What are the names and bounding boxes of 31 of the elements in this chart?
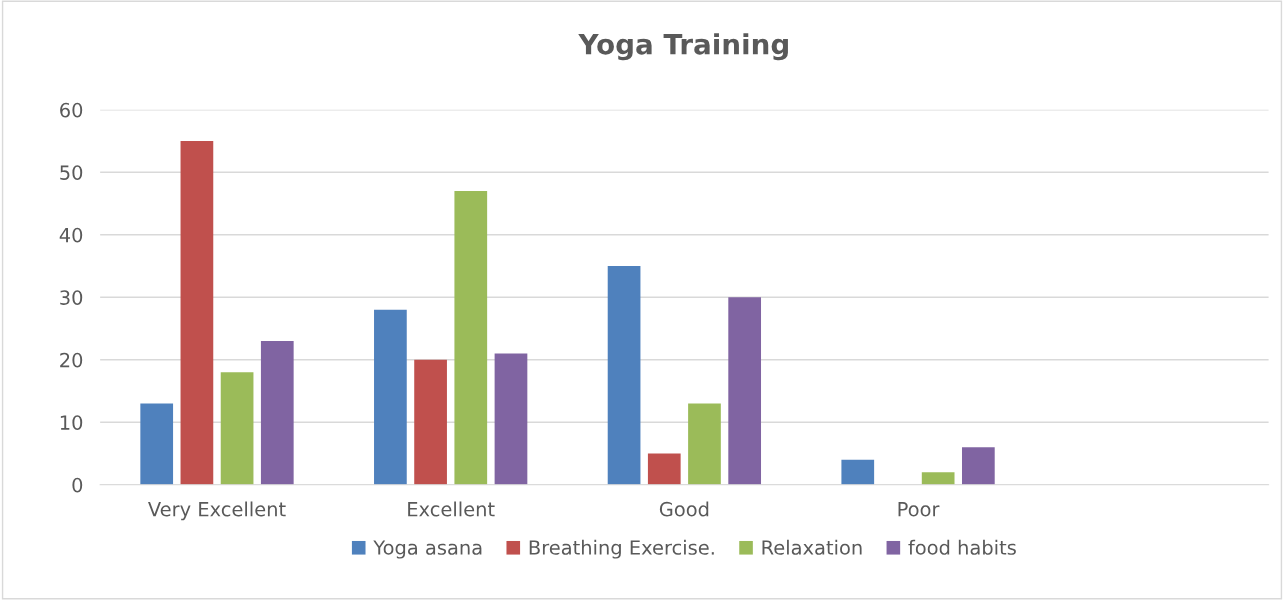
bar	[688, 403, 721, 485]
bar	[607, 266, 641, 485]
y-tick-label: 50	[60, 165, 83, 180]
bar	[260, 341, 294, 485]
legend-label: Breathing Exercise.	[529, 539, 714, 559]
y-tick-label: 10	[60, 415, 83, 430]
chart-title: Yoga Training	[578, 33, 788, 61]
bar	[961, 447, 995, 485]
bar	[414, 359, 447, 485]
legend-label: food habits	[908, 539, 1016, 555]
bar	[180, 141, 214, 485]
y-tick-label: 40	[59, 227, 83, 243]
bar	[140, 403, 174, 485]
x-tick-label: Excellent	[408, 501, 495, 517]
bar	[454, 191, 488, 485]
legend-label: Yoga asana	[373, 540, 482, 559]
y-tick-label: 20	[60, 352, 83, 368]
y-tick-label: 60	[60, 102, 83, 118]
bar	[647, 453, 681, 485]
bar	[841, 459, 875, 485]
bar	[220, 372, 254, 485]
bar	[921, 472, 955, 485]
y-tick-label: 0	[72, 477, 83, 493]
x-tick-label: Good	[659, 501, 709, 517]
y-tick-label: 30	[60, 290, 83, 305]
legend-label: Relaxation	[762, 539, 862, 555]
x-tick-label: Poor	[898, 502, 940, 517]
x-tick-label: Very Excellent	[148, 501, 286, 521]
bar	[374, 309, 407, 485]
bar	[728, 297, 762, 485]
bar	[494, 353, 528, 485]
